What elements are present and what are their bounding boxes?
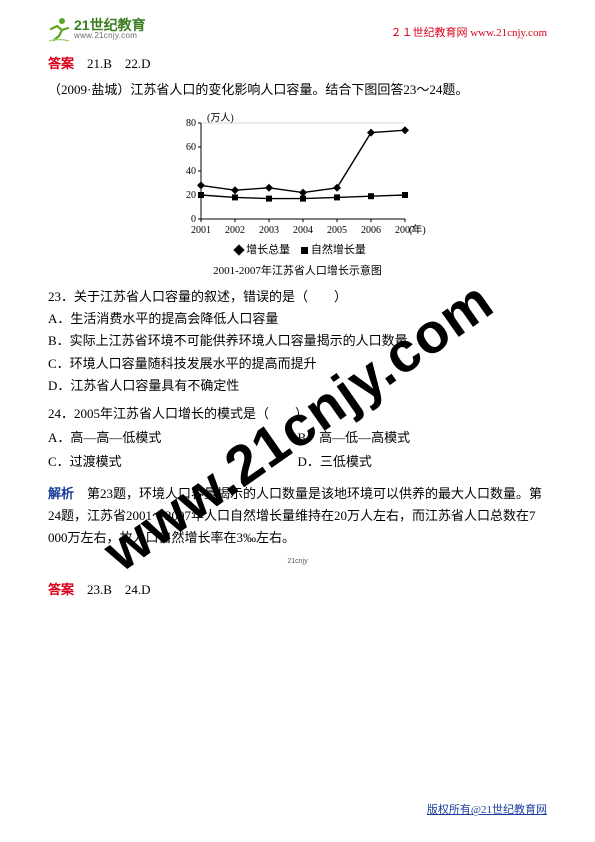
svg-text:60: 60 — [186, 142, 196, 153]
page-header: 21世纪教育 www.21cnjy.com ２１世纪教育网 www.21cnjy… — [48, 16, 547, 43]
analysis-text: 第23题，环境人口容量揭示的人口数量是该地环境可以供养的最大人口数量。第24题，… — [48, 486, 542, 545]
q24-option-a: A．高—高—低模式 — [48, 427, 298, 449]
question-23: 23．关于江苏省人口容量的叙述，错误的是（ ） — [48, 286, 547, 308]
population-chart: 020406080(万人)200120022003200420052006200… — [163, 109, 433, 239]
q23-option-c: C．环境人口容量随科技发展水平的提高而提升 — [48, 353, 547, 375]
question-lead-text: （2009·盐城）江苏省人口的变化影响人口容量。结合下图回答23～24题。 — [48, 82, 468, 97]
chart-container: 0 20 40 60 80 (万人) 2001 2002 2003 2004 2005 2006 200… — [48, 109, 547, 280]
inline-image-wrap: 21cnjy — [48, 555, 547, 569]
svg-text:(万人): (万人) — [207, 112, 234, 124]
svg-text:(年): (年) — [409, 223, 426, 236]
previous-answer: 答案 21.B 22.D — [48, 53, 547, 75]
svg-text:2001: 2001 — [191, 225, 211, 236]
header-right: ２１世纪教育网 www.21cnjy.com — [390, 24, 547, 43]
answer-label-2: 答案 — [48, 582, 74, 597]
chart-legend: 增长总量 自然增长量 — [163, 241, 433, 260]
answer-text: 23.B 24.D — [74, 582, 151, 597]
svg-text:0: 0 — [191, 214, 196, 225]
square-icon — [301, 247, 308, 254]
svg-text:2002: 2002 — [225, 225, 245, 236]
previous-answer-text: 21.B 22.D — [74, 56, 151, 71]
question-lead: （2009·盐城）江苏省人口的变化影响人口容量。结合下图回答23～24题。 — [48, 79, 547, 101]
q23-stem: 关于江苏省人口容量的叙述，错误的是（ ） — [74, 289, 347, 304]
q24-stem: 2005年江苏省人口增长的模式是（ ） — [74, 406, 308, 421]
legend-item-0: 增长总量 — [246, 244, 290, 256]
analysis-block: 解析 第23题，环境人口容量揭示的人口数量是该地环境可以供养的最大人口数量。第2… — [48, 483, 547, 549]
inline-image-caption: 21cnjy — [268, 555, 328, 569]
chart-caption: 2001-2007年江苏省人口增长示意图 — [163, 262, 433, 281]
svg-text:40: 40 — [186, 166, 196, 177]
q24-number: 24． — [48, 406, 74, 421]
runner-icon — [48, 16, 70, 42]
svg-text:2006: 2006 — [361, 225, 381, 236]
q23-number: 23． — [48, 289, 74, 304]
answer-label: 答案 — [48, 56, 74, 71]
answer-block: 答案 23.B 24.D — [48, 579, 547, 601]
legend-item-1: 自然增长量 — [311, 244, 366, 256]
q24-option-c: C．过渡模式 — [48, 451, 298, 473]
site-logo: 21世纪教育 www.21cnjy.com — [48, 16, 146, 42]
svg-text:20: 20 — [186, 190, 196, 201]
analysis-label: 解析 — [48, 486, 74, 501]
q23-option-b: B．实际上江苏省环境不可能供养环境人口容量揭示的人口数量 — [48, 330, 547, 352]
q23-option-d: D．江苏省人口容量具有不确定性 — [48, 375, 547, 397]
diamond-icon — [233, 245, 244, 256]
q24-options-row2: C．过渡模式 D．三低模式 — [48, 451, 547, 473]
svg-text:80: 80 — [186, 118, 196, 129]
q24-options-row1: A．高—高—低模式 B．高—低—高模式 — [48, 427, 547, 449]
header-site-name: ２１世纪教育网 — [390, 27, 467, 39]
logo-url: www.21cnjy.com — [74, 32, 146, 40]
page-footer: 版权所有@21世纪教育网 — [427, 801, 547, 820]
question-24: 24．2005年江苏省人口增长的模式是（ ） — [48, 403, 547, 425]
q24-option-b: B．高—低—高模式 — [298, 427, 548, 449]
svg-text:2004: 2004 — [293, 225, 313, 236]
q23-option-a: A．生活消费水平的提高会降低人口容量 — [48, 308, 547, 330]
svg-text:2005: 2005 — [327, 225, 347, 236]
svg-text:2003: 2003 — [259, 225, 279, 236]
q24-option-d: D．三低模式 — [298, 451, 548, 473]
header-site-url: www.21cnjy.com — [467, 27, 547, 39]
